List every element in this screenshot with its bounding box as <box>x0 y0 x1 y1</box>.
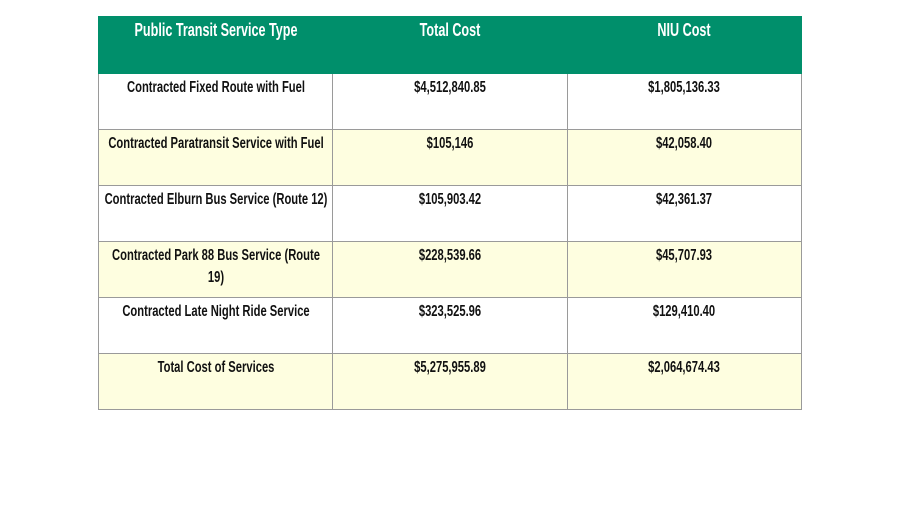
cell-text: Contracted Fixed Route with Fuel <box>126 79 305 96</box>
niu-cost-cell: $1,805,136.33 <box>566 73 803 130</box>
total-cost-cell: $4,512,840.85 <box>332 73 568 130</box>
header-niu-cost: NIU Cost <box>566 16 803 74</box>
niu-cost-cell: $45,707.93 <box>566 241 803 298</box>
niu-cost-cell: $2,064,674.43 <box>566 353 803 410</box>
cell-text: $42,058.40 <box>656 135 713 152</box>
total-row: Total Cost of Services $5,275,955.89 $2,… <box>97 353 803 410</box>
cell-text: $228,539.66 <box>418 247 482 264</box>
total-cost-cell: $105,903.42 <box>332 185 568 242</box>
header-row: Public Transit Service Type Total Cost N… <box>97 16 803 74</box>
cell-text: $2,064,674.43 <box>648 359 721 376</box>
table-row: Contracted Paratransit Service with Fuel… <box>97 129 803 186</box>
niu-cost-cell: $129,410.40 <box>566 297 803 354</box>
cell-text: $105,903.42 <box>418 191 482 208</box>
table-row: Contracted Park 88 Bus Service (Route 19… <box>97 241 803 298</box>
cell-text: Contracted Late Night Ride Service <box>121 303 310 320</box>
transit-cost-table: Public Transit Service Type Total Cost N… <box>97 16 803 410</box>
total-cost-cell: $323,525.96 <box>332 297 568 354</box>
service-type-cell: Contracted Park 88 Bus Service (Route 19… <box>97 241 334 298</box>
niu-cost-cell: $42,361.37 <box>566 185 803 242</box>
niu-cost-cell: $42,058.40 <box>566 129 803 186</box>
cell-text: $42,361.37 <box>656 191 713 208</box>
header-service-type: Public Transit Service Type <box>97 16 334 74</box>
cell-text: $4,512,840.85 <box>414 79 486 96</box>
table-row: Contracted Late Night Ride Service $323,… <box>97 297 803 354</box>
header-label: Total Cost <box>419 20 481 40</box>
cell-text: $105,146 <box>426 135 474 152</box>
cell-text: $129,410.40 <box>653 303 716 320</box>
header-label: Public Transit Service Type <box>134 20 298 40</box>
header-label: NIU Cost <box>657 20 711 40</box>
cell-text: $45,707.93 <box>656 247 713 264</box>
total-cost-cell: $105,146 <box>332 129 568 186</box>
service-type-cell: Contracted Elburn Bus Service (Route 12) <box>97 185 334 242</box>
table-row: Contracted Fixed Route with Fuel $4,512,… <box>97 73 803 130</box>
cell-text: $1,805,136.33 <box>648 79 721 96</box>
total-cost-cell: $5,275,955.89 <box>332 353 568 410</box>
cell-text: Total Cost of Services <box>157 359 275 376</box>
service-type-cell: Total Cost of Services <box>97 353 334 410</box>
table-row: Contracted Elburn Bus Service (Route 12)… <box>97 185 803 242</box>
header-total-cost: Total Cost <box>332 16 568 74</box>
service-type-cell: Contracted Paratransit Service with Fuel <box>97 129 334 186</box>
service-type-cell: Contracted Fixed Route with Fuel <box>97 73 334 130</box>
cell-text: Contracted Park 88 Bus Service (Route 19… <box>111 247 320 286</box>
total-cost-cell: $228,539.66 <box>332 241 568 298</box>
service-type-cell: Contracted Late Night Ride Service <box>97 297 334 354</box>
cell-text: $5,275,955.89 <box>414 359 486 376</box>
cell-text: Contracted Elburn Bus Service (Route 12) <box>104 191 328 208</box>
cell-text: Contracted Paratransit Service with Fuel <box>107 135 324 152</box>
cell-text: $323,525.96 <box>418 303 482 320</box>
